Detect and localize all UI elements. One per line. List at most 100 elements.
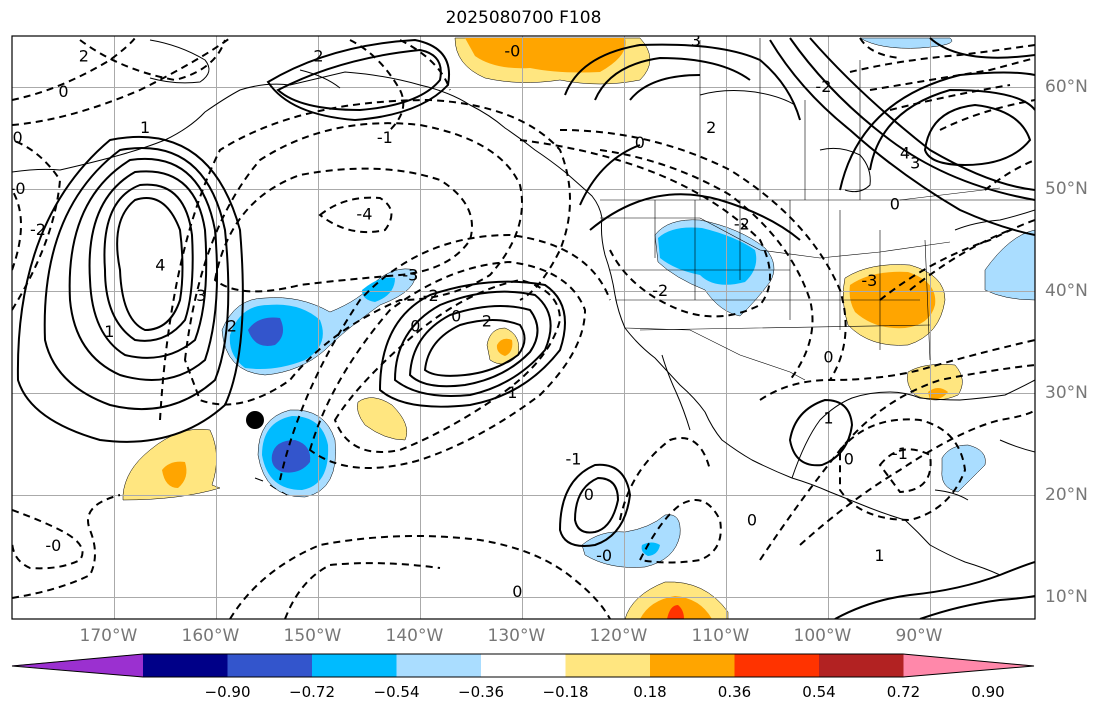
contour-label: 1	[874, 546, 884, 565]
contour-label: 2	[227, 317, 237, 336]
fill-ne2-lightblue	[984, 229, 1035, 301]
contour-label: 0	[410, 317, 420, 336]
colorbar-tick-label: 0.54	[802, 683, 836, 701]
colorbar-tick-label: 0.72	[886, 683, 921, 701]
coastlines	[12, 39, 1035, 576]
contour-label: -0	[45, 536, 61, 555]
colorbar-segment	[565, 654, 650, 677]
contour-label: -2	[815, 77, 831, 96]
contour-label: -1	[566, 449, 582, 468]
fill-west-orange	[162, 461, 187, 488]
contour-label: 0	[890, 194, 900, 213]
longitude-label: 100°W	[793, 626, 852, 646]
contour-label: 1	[140, 118, 150, 137]
fill-carib-lightblue	[941, 444, 986, 493]
fill-s-red	[667, 605, 684, 619]
fill-nw-orange	[465, 38, 626, 73]
contour-label: 0	[844, 449, 854, 468]
fill-pac-darkblue	[248, 317, 284, 346]
colorbar-segment	[819, 654, 904, 677]
contour-label: -2	[30, 220, 46, 239]
latitude-label: 60°N	[1045, 76, 1088, 97]
map-frame	[11, 35, 1036, 620]
latitude-label: 20°N	[1045, 484, 1088, 505]
fill-hawaii-darkblue	[271, 440, 311, 473]
contour-label: 2	[706, 118, 716, 137]
contour-label: 2	[313, 46, 323, 65]
latitude-label: 40°N	[1045, 280, 1088, 301]
colorbar-segment	[312, 654, 397, 677]
colorbar-segments	[12, 654, 1034, 677]
contour-label: 0	[512, 582, 522, 601]
contour-label: -0	[10, 179, 26, 198]
fill-sw-lightblue	[581, 514, 681, 568]
contour-label: 4	[900, 143, 910, 162]
colorbar-tick-label: −0.90	[204, 683, 251, 701]
contour-label: 1	[104, 322, 114, 341]
location-marker	[246, 411, 264, 429]
colorbar-tick-label: −0.54	[373, 683, 420, 701]
colorbar-segment	[650, 654, 735, 677]
latitude-label: 10°N	[1045, 586, 1088, 607]
colorbar-tick-label: −0.36	[458, 683, 504, 701]
contour-label: 0	[635, 133, 645, 152]
colorbar	[11, 653, 1035, 678]
longitude-label: 170°W	[79, 626, 138, 646]
fill-ne-lightblue	[859, 37, 953, 49]
contour-label: -0	[596, 546, 612, 565]
contour-label: 3	[910, 154, 920, 173]
colorbar-segment	[903, 654, 1034, 677]
map-title: 2025080700 F108	[445, 8, 602, 28]
contour-label: 4	[155, 256, 165, 275]
contour-label: 2	[482, 312, 492, 331]
fill-ctr-orange	[496, 338, 513, 356]
longitude-label: 130°W	[487, 626, 546, 646]
contour-label: -3	[402, 266, 418, 285]
contour-label: -3	[861, 271, 877, 290]
colorbar-tick-label: −0.72	[289, 683, 335, 701]
colorbar-segment	[143, 654, 228, 677]
colorbar-tick-label: 0.36	[717, 683, 752, 701]
shaded-fills	[122, 37, 1035, 619]
longitude-label: 160°W	[181, 626, 240, 646]
contour-label: 3	[196, 286, 206, 305]
colorbar-segment	[734, 654, 819, 677]
longitude-label: 140°W	[385, 626, 444, 646]
contour-label: -2	[652, 281, 668, 300]
fill-pac-blue2	[362, 277, 395, 302]
contour-label: 0	[58, 82, 68, 101]
colorbar-segment	[396, 654, 481, 677]
colorbar-segment	[227, 654, 312, 677]
contour-label: -2	[734, 215, 750, 234]
solid-contours	[16, 37, 1035, 619]
longitude-label: 150°W	[283, 626, 342, 646]
fill-conus-blue	[658, 227, 757, 285]
colorbar-segment	[481, 654, 566, 677]
contour-label: -1	[377, 128, 393, 147]
contour-label: 0	[584, 485, 594, 504]
contour-label: -1	[892, 444, 908, 463]
contour-label: -0	[504, 41, 520, 60]
dashed-contours	[12, 37, 1035, 619]
contour-label: 3	[691, 31, 701, 50]
contour-label: 1	[507, 383, 517, 402]
colorbar-tick-label: 0.18	[633, 683, 667, 701]
longitude-label: 90°W	[895, 626, 943, 646]
latitude-label: 30°N	[1045, 382, 1088, 403]
contour-label: 1	[823, 409, 833, 428]
fill-sw-blue	[641, 542, 660, 556]
colorbar-tick-label: −0.18	[542, 683, 589, 701]
colorbar-tick-label: 0.90	[971, 683, 1005, 701]
contour-label: -2	[423, 286, 439, 305]
contour-label: 0	[13, 128, 23, 147]
contour-label: -4	[356, 205, 372, 224]
contour-label: 2	[79, 46, 89, 65]
longitude-label: 120°W	[589, 626, 648, 646]
longitude-label: 110°W	[691, 626, 750, 646]
fill-mid-yellow	[357, 397, 408, 441]
latitude-label: 50°N	[1045, 178, 1088, 199]
colorbar-outline	[11, 653, 1035, 678]
